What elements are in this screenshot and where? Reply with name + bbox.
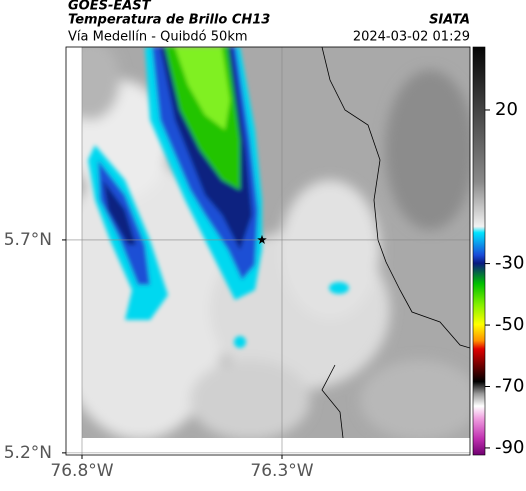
y-tick-label: 5.7°N [4, 230, 52, 250]
colorbar [472, 46, 486, 456]
x-tick-label: 76.8°W [50, 461, 113, 481]
colorbar-tick-label: -30 [495, 253, 524, 274]
credit: SIATA [429, 13, 470, 28]
colorbar-tick-label: -50 [495, 314, 524, 335]
colorbar-tick-label: -70 [495, 375, 524, 396]
colorbar-tick-label: 20 [495, 99, 518, 120]
x-tick-label: 76.3°W [250, 461, 313, 481]
title: GOES-EAST [68, 0, 152, 14]
subtitle: Temperatura de Brillo CH13 [68, 13, 270, 28]
satellite-image [82, 47, 470, 438]
timestamp: 2024-03-02 01:29 [353, 30, 470, 45]
location-marker [257, 234, 267, 244]
caption: Vía Medellín - Quibdó 50km [68, 30, 248, 45]
colorbar-tick-label: -90 [495, 437, 524, 458]
y-tick-label: 5.2°N [4, 443, 52, 463]
map-frame [65, 46, 471, 456]
grid [66, 47, 470, 455]
